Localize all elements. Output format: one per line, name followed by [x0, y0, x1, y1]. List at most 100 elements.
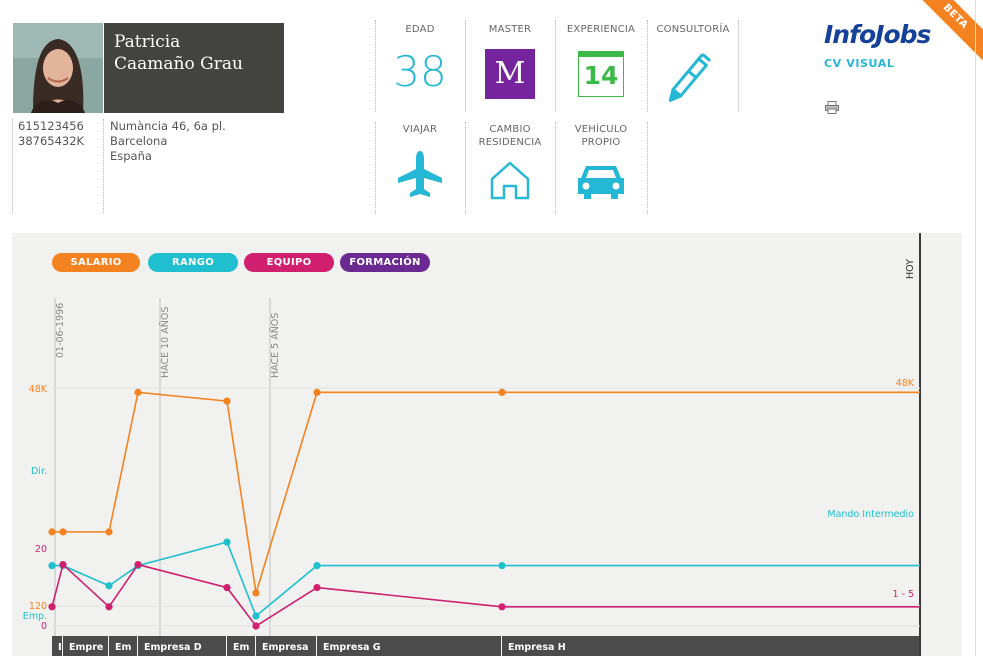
y-label-salario-bottom: 120: [29, 601, 47, 612]
company-label: Empresa G: [323, 642, 381, 653]
series-line-equipo: [51, 563, 920, 628]
tile-label: MASTER: [488, 24, 532, 35]
data-point-salario: [223, 397, 231, 405]
data-point-rango: [252, 612, 260, 620]
data-point-rango: [223, 538, 231, 546]
end-label-equipo: 1 - 5: [892, 589, 914, 600]
legend-formacion[interactable]: FORMACIÓN: [340, 253, 430, 272]
data-point-equipo: [59, 560, 67, 569]
divider: [465, 122, 466, 214]
company-segment: [317, 636, 501, 656]
company-label: E: [58, 642, 65, 653]
last-name: Caamaño Grau: [114, 54, 243, 74]
pen-icon: [668, 53, 712, 102]
divider: [555, 20, 556, 112]
divider: [738, 20, 739, 112]
company-segment: [138, 636, 226, 656]
address-country: España: [110, 149, 152, 163]
divider: [375, 20, 376, 112]
legend-rango[interactable]: RANGO: [148, 253, 238, 272]
company-segment: [256, 636, 316, 656]
data-point-salario: [105, 528, 113, 536]
avatar: [13, 23, 103, 113]
data-point-equipo: [48, 603, 56, 611]
divider: [647, 122, 648, 214]
data-point-rango: [498, 562, 506, 570]
tile-viajar: VIAJAR: [376, 123, 464, 197]
data-point-equipo: [134, 560, 142, 569]
first-name: Patricia: [114, 32, 181, 52]
print-icon[interactable]: [825, 99, 839, 118]
master-icon: M: [485, 49, 535, 99]
car-icon: [578, 166, 624, 199]
address-city: Barcelona: [110, 134, 168, 148]
marker-label: HACE 10 AÑOS: [160, 307, 171, 378]
company-label: Empresa: [262, 642, 308, 653]
data-point-salario: [59, 528, 67, 536]
company-label: Em: [115, 642, 131, 653]
cv-visual-label: CV VISUAL: [824, 57, 895, 70]
y-label-rango-bottom: Emp.: [23, 611, 47, 622]
contact-ids: 615123456 38765432K: [18, 119, 84, 149]
company-label: Empresa H: [508, 642, 566, 653]
data-point-equipo: [105, 603, 113, 611]
data-point-salario: [498, 388, 506, 396]
address-line: Numància 46, 6a pl.: [110, 119, 226, 133]
y-label-rango-top: Dir.: [31, 466, 47, 477]
company-label: Empre: [69, 642, 103, 653]
tile-vehiculo-propio: VEHÍCULO PROPIO: [557, 123, 645, 199]
tile-master: MASTER M: [466, 23, 554, 99]
end-label-salario: 48K: [896, 378, 915, 389]
tile-edad: EDAD 38: [376, 23, 464, 95]
company-segment: [227, 636, 255, 656]
company-segment: [52, 636, 62, 656]
tile-label: EDAD: [405, 24, 435, 35]
company-label: Empresa D: [144, 642, 202, 653]
data-point-salario: [313, 388, 321, 396]
y-label-salario-top: 48K: [29, 384, 48, 395]
divider: [647, 20, 648, 112]
tile-experiencia: EXPERIENCIA 14: [557, 23, 645, 97]
contact-address: Numància 46, 6a pl. Barcelona España: [110, 119, 226, 164]
marker-label: HACE 5 AÑOS: [270, 313, 281, 378]
infojobs-logo[interactable]: InfoJobs: [824, 20, 931, 49]
company-label: Em: [233, 642, 249, 653]
legend-salario[interactable]: SALARIO: [52, 253, 140, 272]
company-segment: [502, 636, 919, 656]
tile-label: CONSULTORÍA: [656, 24, 730, 35]
hoy-label: HOY: [905, 259, 916, 279]
phone-text: 615123456: [18, 119, 84, 133]
profile-photo: [13, 23, 103, 113]
data-point-salario: [134, 388, 142, 396]
data-point-rango: [313, 562, 321, 570]
tile-label: EXPERIENCIA: [566, 24, 636, 35]
experience-years: 14: [583, 61, 619, 90]
data-point-salario: [252, 589, 260, 597]
profile-name: Patricia Caamaño Grau: [104, 23, 284, 113]
plane-icon: [398, 151, 442, 197]
legend-equipo[interactable]: EQUIPO: [244, 253, 334, 272]
tile-cambio-residencia: CAMBIO RESIDENCIA: [466, 123, 554, 200]
career-chart: [12, 233, 962, 656]
data-point-equipo: [223, 584, 231, 592]
divider: [12, 119, 13, 213]
data-point-salario: [48, 528, 56, 536]
page-edge: [975, 0, 976, 656]
series-line-salario: [52, 391, 920, 594]
tile-consultoria: CONSULTORÍA: [649, 23, 737, 102]
company-segment: [63, 636, 108, 656]
data-point-equipo: [313, 584, 321, 592]
marker-label: 01-06-1996: [55, 303, 66, 358]
tile-label: CAMBIO RESIDENCIA: [478, 124, 542, 148]
divider: [555, 122, 556, 214]
y-label-equipo-bottom: 0: [41, 621, 47, 632]
age-value: 38: [393, 47, 447, 96]
house-icon: [490, 161, 530, 200]
company-segment: [109, 636, 137, 656]
divider: [465, 20, 466, 112]
data-point-rango: [105, 582, 113, 590]
end-label-rango: Mando Intermedio: [827, 509, 914, 520]
tile-label: VIAJAR: [402, 124, 438, 135]
divider: [375, 122, 376, 214]
